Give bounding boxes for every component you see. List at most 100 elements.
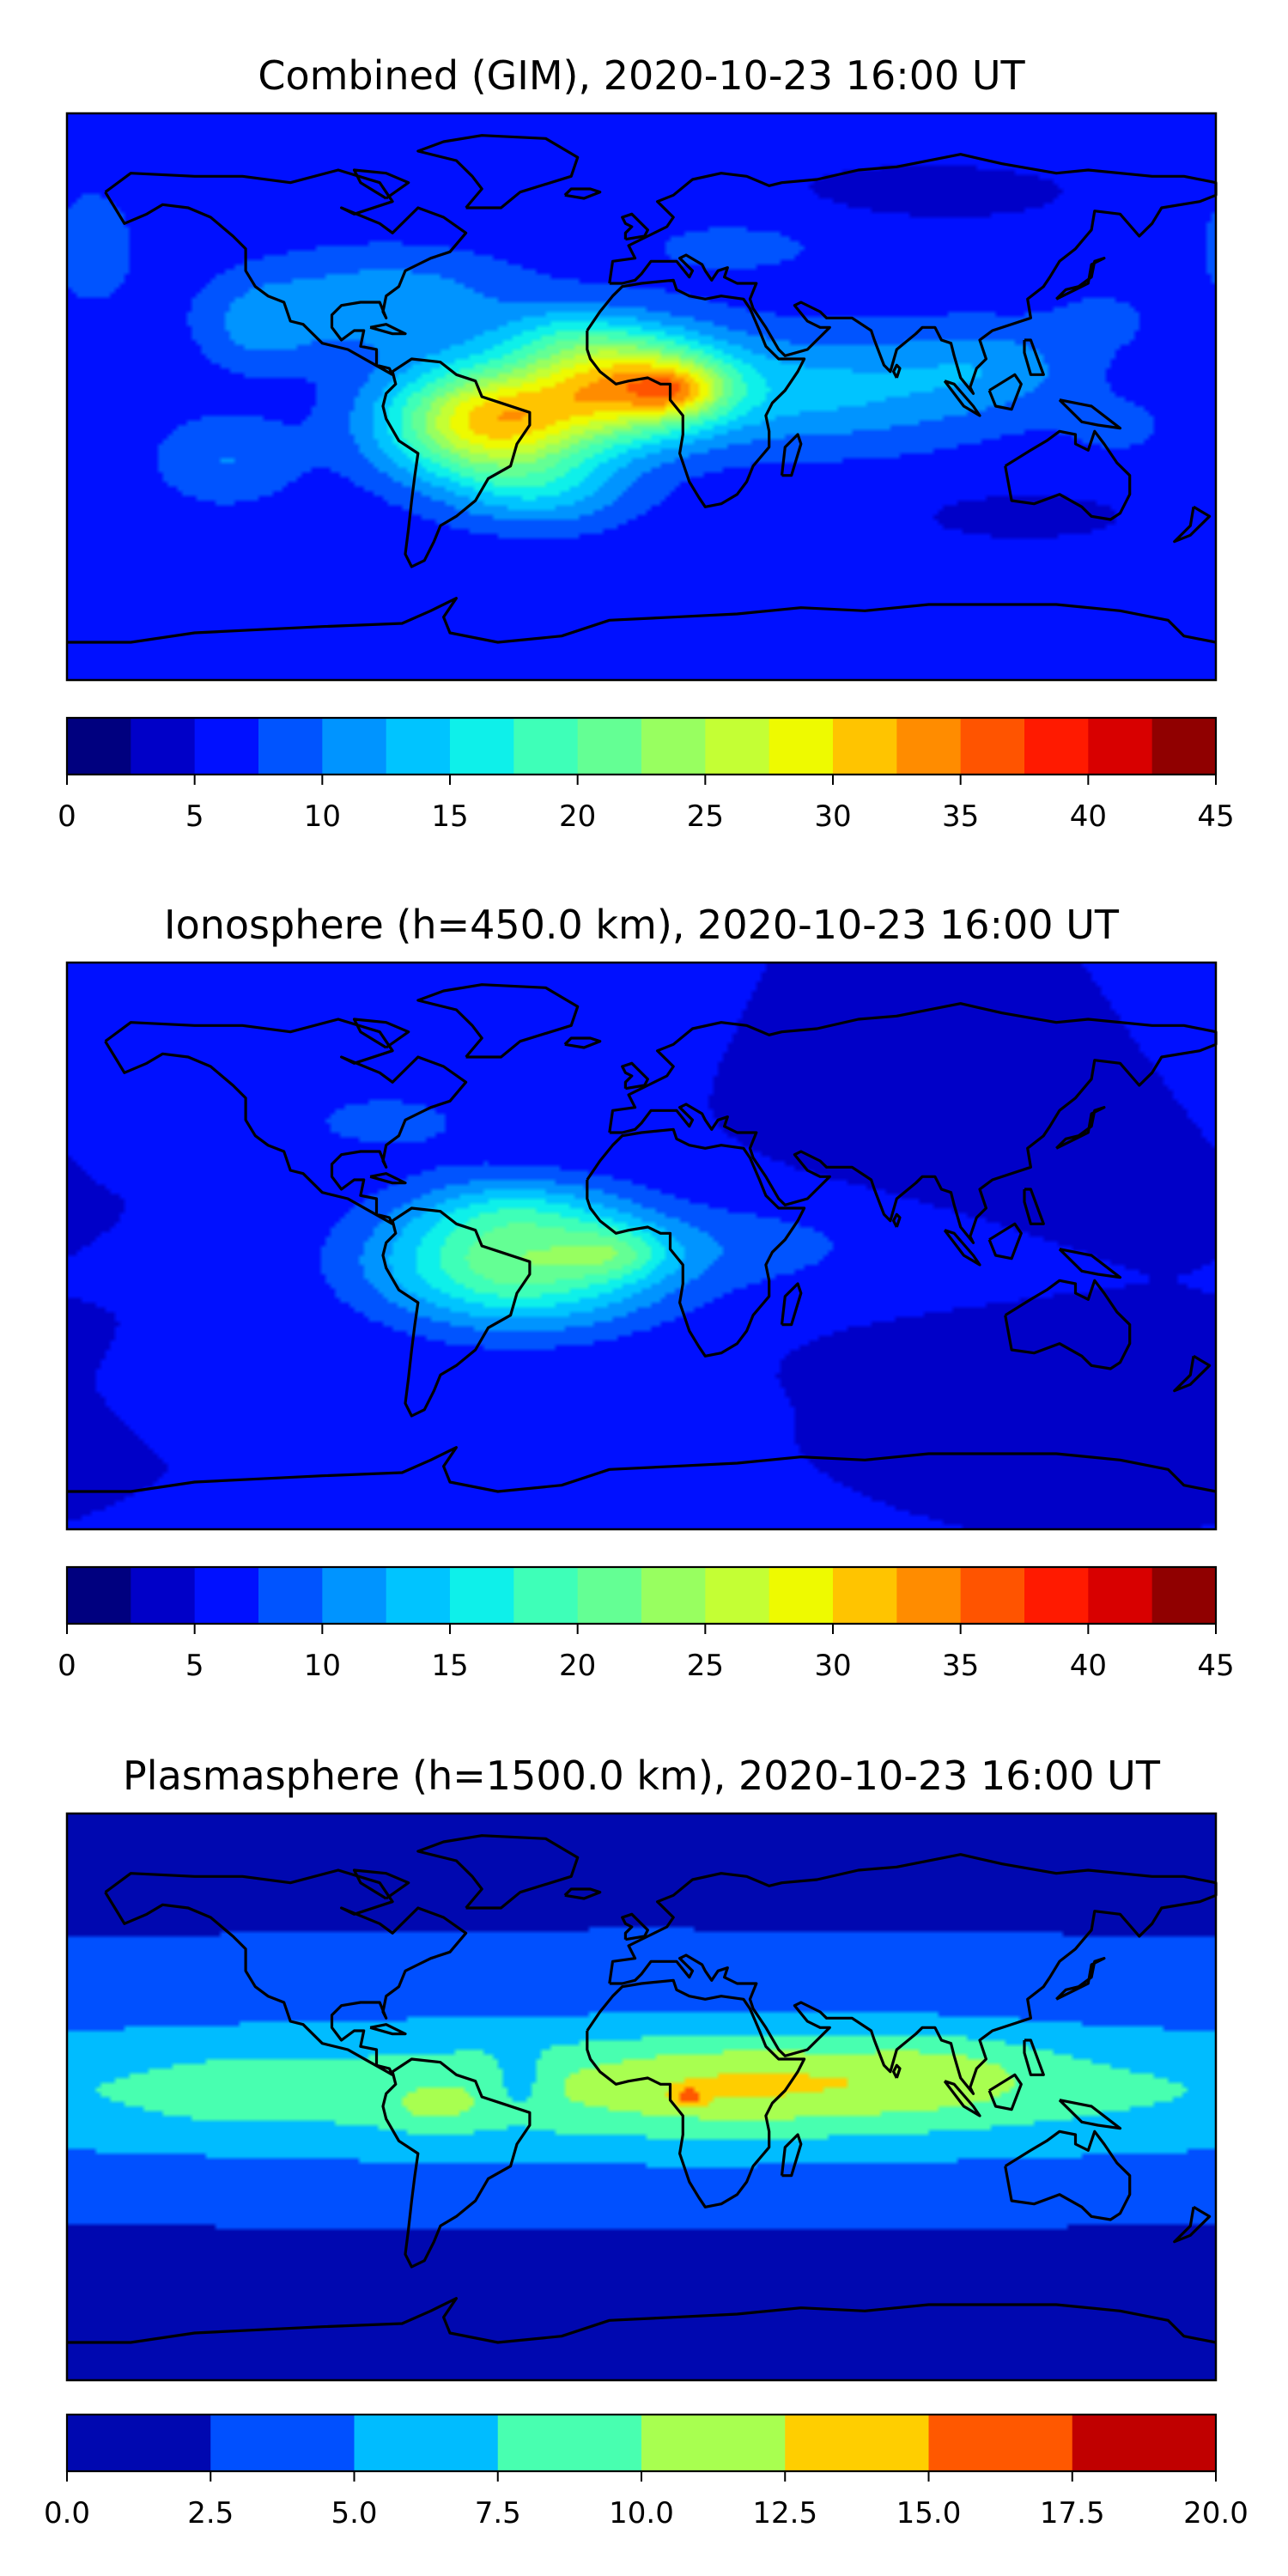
colorbar-segment (1024, 718, 1089, 775)
colorbar-segment (67, 718, 131, 775)
colorbar-tick-label: 35 (942, 799, 979, 834)
colorbar-segment (513, 718, 579, 775)
colorbar-segment (928, 2415, 1073, 2471)
coastline-philippines (1023, 1188, 1045, 1225)
coastline-borneo (987, 2073, 1023, 2111)
colorbar-tick-label: 25 (687, 1649, 724, 1683)
coastline-new-guinea (1058, 1248, 1122, 1279)
coastline-new-zealand (1173, 1354, 1212, 1393)
coastline-north-america (104, 168, 468, 376)
colorbar-tick-label: 40 (1070, 1649, 1107, 1683)
coastline-new-guinea (1058, 398, 1122, 430)
coastline-iceland (563, 187, 602, 200)
colorbar-tick-label: 40 (1070, 799, 1107, 834)
coastline-madagascar (780, 1282, 803, 1327)
colorbar-tick-label: 20 (559, 1649, 596, 1683)
coastline-sumatra (943, 2080, 981, 2117)
colorbar-tick-label: 0.0 (44, 2496, 90, 2530)
colorbar-tick-label: 35 (942, 1649, 979, 1683)
coastline-borneo (987, 1222, 1023, 1261)
coastline-africa (586, 1978, 806, 2208)
colorbar-tick-label: 15 (431, 799, 468, 834)
colorbar-segment (1072, 2415, 1217, 2471)
coastline-sri-lanka (892, 2063, 902, 2079)
colorbar-segment (513, 1567, 579, 1624)
coastline-australia (1004, 1279, 1132, 1370)
panel-3: Plasmasphere (h=1500.0 km), 2020-10-23 1… (44, 1753, 1249, 2530)
coastline-iceland (563, 1036, 602, 1049)
colorbar-segment (322, 1567, 387, 1624)
coastline-baffin-island (352, 168, 410, 200)
colorbar-segment (641, 1567, 706, 1624)
coastline-south-america (381, 1206, 532, 1418)
colorbar-tick-label: 5.0 (331, 2496, 377, 2530)
coastline-great-britain (621, 1912, 649, 1941)
colorbar-tick-label: 7.5 (475, 2496, 521, 2530)
coastline-great-britain (621, 1061, 649, 1091)
coastline-cuba (369, 323, 407, 336)
colorbar-tick-label: 15 (431, 1649, 468, 1683)
colorbar-tick-label: 0 (58, 799, 76, 834)
coastline-africa (586, 278, 806, 508)
coastlines (67, 1834, 1218, 2344)
coastline-south-america (381, 357, 532, 568)
colorbar-tick-label: 30 (814, 799, 851, 834)
coastline-great-britain (621, 212, 649, 241)
coastline-antarctica (67, 2297, 1217, 2344)
colorbar-segment (450, 1567, 514, 1624)
colorbar-segment (833, 1567, 897, 1624)
colorbar-tick-label: 20 (559, 799, 596, 834)
colorbar-tick-label: 30 (814, 1649, 851, 1683)
colorbar-segment (896, 718, 962, 775)
colorbar-segment (386, 718, 451, 775)
colorbar-segment (67, 1567, 131, 1624)
colorbar-tick-label: 5 (185, 1649, 204, 1683)
colorbar-segment (785, 2415, 930, 2471)
colorbar-segment (497, 2415, 642, 2471)
colorbar-tick-label: 10 (304, 799, 341, 834)
colorbar-tick-label: 10 (304, 1649, 341, 1683)
colorbar-segment (1088, 718, 1153, 775)
coastline-sumatra (943, 380, 981, 417)
tec-field (67, 1814, 1216, 2380)
coastline-philippines (1023, 2038, 1045, 2076)
colorbar-tick-label: 45 (1197, 799, 1234, 834)
coastline-sri-lanka (892, 363, 902, 379)
panel-title: Plasmasphere (h=1500.0 km), 2020-10-23 1… (123, 1753, 1161, 1799)
coastline-eurasia (608, 153, 1218, 395)
coastline-cuba (369, 1172, 407, 1185)
coastline-australia (1004, 2129, 1132, 2221)
colorbar-tick-label: 25 (687, 799, 724, 834)
colorbar-tick-label: 0 (58, 1649, 76, 1683)
coastline-sri-lanka (892, 1212, 902, 1228)
panel-1: Combined (GIM), 2020-10-23 16:00 UT 0 5 10 1… (58, 52, 1234, 834)
colorbar-frame (65, 716, 1218, 776)
colorbar-segment (194, 718, 259, 775)
colorbar-segment (1088, 1567, 1153, 1624)
panel-title: Combined (GIM), 2020-10-23 16:00 UT (258, 52, 1025, 99)
tec-field (67, 113, 1216, 680)
colorbar-segment (769, 1567, 834, 1624)
colorbar-segment (896, 1567, 962, 1624)
colorbar-segment (131, 718, 196, 775)
coastline-new-zealand (1173, 505, 1212, 544)
coastline-cuba (369, 2023, 407, 2036)
colorbar-segment (960, 718, 1025, 775)
colorbar-tick-label: 5 (185, 799, 204, 834)
colorbar-segment (705, 1567, 770, 1624)
colorbar: 0.0 2.5 5.0 7.5 10.0 12.5 15.0 17.5 20.0 (44, 2413, 1249, 2530)
colorbar-segment (131, 1567, 196, 1624)
colorbar-segment (705, 718, 770, 775)
coastline-greenland (416, 983, 580, 1059)
coastline-africa (586, 1127, 806, 1358)
colorbar-segment (1151, 718, 1217, 775)
tec-field (67, 963, 1216, 1529)
coastline-borneo (987, 373, 1023, 411)
coastline-greenland (416, 134, 580, 210)
coastline-antarctica (67, 597, 1217, 644)
colorbar-segment (641, 2415, 786, 2471)
coastline-philippines (1023, 338, 1045, 376)
colorbar-segment (960, 1567, 1025, 1624)
coastline-north-america (104, 1868, 468, 2076)
coastline-eurasia (608, 1853, 1218, 2095)
